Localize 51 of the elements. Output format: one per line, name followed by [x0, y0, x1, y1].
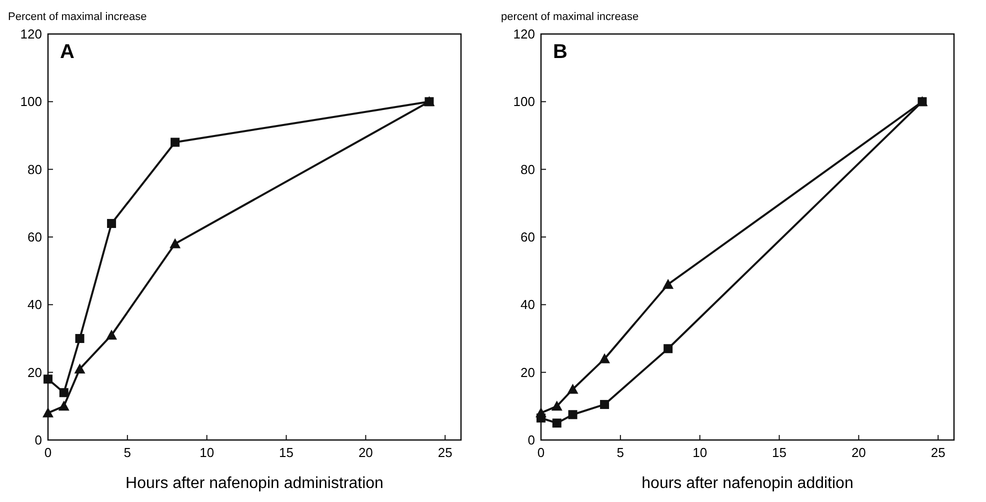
point [170, 138, 180, 147]
y-axis-title: percent of maximal increase [501, 11, 639, 23]
point [44, 374, 52, 384]
y-tick-label: 0 [34, 432, 42, 448]
x-axis-title: hours after nafenopin addition [642, 475, 854, 492]
annotation: B [553, 41, 568, 63]
x-tick-label: 20 [358, 445, 373, 460]
y-tick-label: 40 [520, 297, 535, 312]
point [74, 363, 86, 374]
y-tick-label: 80 [28, 162, 42, 177]
annotation: A [60, 41, 74, 63]
y-tick-label: 120 [20, 26, 42, 42]
point [552, 418, 562, 428]
point [551, 400, 562, 411]
y-tick-label: 60 [520, 230, 535, 244]
x-tick-label: 0 [537, 445, 545, 460]
point [662, 278, 674, 289]
y-tick-label: 0 [528, 432, 535, 448]
point [568, 410, 578, 420]
x-tick-label: 20 [851, 445, 866, 460]
y-tick-label: 120 [513, 26, 535, 42]
point [58, 400, 70, 411]
point [106, 330, 118, 340]
x-tick-label: 5 [124, 445, 132, 460]
y-tick-label: 20 [28, 364, 42, 380]
point [599, 353, 610, 364]
x-tick-label: 10 [692, 445, 708, 460]
y-tick-label: 20 [520, 364, 535, 380]
y-axis-title: Percent of maximal increase [8, 11, 147, 23]
point [170, 238, 181, 248]
x-tick-label: 25 [438, 445, 452, 460]
point [664, 344, 673, 354]
y-tick-label: 100 [20, 94, 42, 110]
x-tick-label: 10 [200, 445, 214, 460]
point [536, 414, 546, 423]
x-tick-label: 0 [44, 445, 52, 460]
point [42, 407, 54, 418]
x-tick-label: 15 [279, 445, 294, 460]
x-axis-title: Hours after nafenopin administration [126, 475, 384, 492]
y-tick-label: 40 [28, 297, 42, 312]
x-tick-label: 25 [930, 445, 946, 460]
point [600, 400, 610, 409]
point [567, 384, 578, 394]
point [107, 218, 116, 228]
point [75, 334, 84, 343]
x-tick-label: 5 [616, 445, 624, 460]
y-tick-label: 100 [513, 94, 535, 110]
x-tick-label: 15 [772, 445, 787, 460]
point [59, 388, 68, 398]
y-tick-label: 80 [520, 162, 535, 177]
y-tick-label: 60 [28, 230, 42, 244]
